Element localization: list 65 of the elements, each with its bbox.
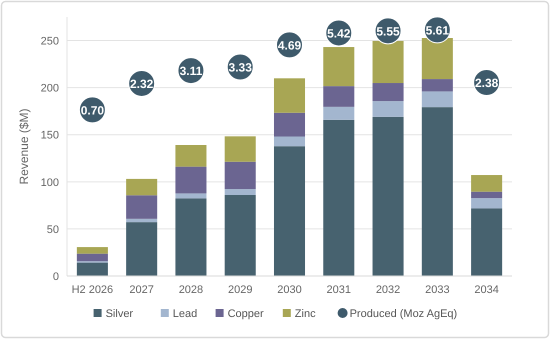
bar [422, 38, 453, 80]
data-label: 3.33 [228, 60, 252, 75]
bar [323, 106, 354, 120]
data-label: 5.42 [327, 26, 351, 40]
x-tick-label: 2028 [178, 284, 204, 296]
bar [323, 86, 354, 107]
x-tick-label: 2032 [376, 284, 400, 296]
bar [224, 136, 256, 162]
bar [372, 83, 404, 102]
x-tick-label: 2031 [326, 284, 352, 296]
data-label: 2.38 [474, 76, 499, 90]
data-label: 5.61 [426, 23, 450, 38]
bar [224, 189, 256, 196]
data-label: 3.11 [180, 64, 203, 78]
x-tick-label: 2027 [129, 284, 154, 296]
data-label: 2.32 [130, 76, 154, 91]
bar [274, 146, 306, 276]
bar [175, 144, 206, 167]
bar [126, 195, 158, 219]
bar [175, 198, 206, 276]
y-tick-label: 150 [40, 130, 59, 142]
x-tick-label: H2 2026 [72, 284, 114, 296]
y-tick-label: 50 [46, 224, 59, 236]
bar [274, 112, 306, 137]
legend-label: Lead [172, 308, 198, 320]
bar [323, 120, 354, 276]
bar [175, 166, 206, 194]
y-tick-label: 250 [40, 36, 59, 48]
bar [175, 193, 206, 198]
legend-label: Silver [106, 308, 134, 320]
data-label: 4.69 [278, 38, 302, 52]
legend-label: Produced (Moz AgEq) [350, 308, 458, 320]
y-tick-label: 200 [40, 82, 59, 95]
bar [224, 195, 256, 276]
y-tick-label: 100 [40, 176, 59, 189]
bar [422, 79, 453, 92]
bar [126, 222, 158, 276]
bar [471, 175, 502, 192]
x-tick-label: 2034 [474, 284, 499, 296]
x-tick-label: 2030 [277, 284, 302, 296]
bar [471, 198, 502, 208]
legend-label: Copper [228, 308, 264, 320]
x-tick-label: 2033 [425, 284, 450, 296]
y-tick-label: 0 [52, 271, 59, 283]
bar [372, 40, 404, 84]
bar [323, 47, 354, 86]
data-label: 5.55 [376, 24, 400, 38]
bar [372, 116, 404, 276]
bar [422, 91, 453, 108]
bar [76, 262, 108, 276]
bar [76, 254, 108, 262]
bar [372, 101, 404, 117]
bar [422, 107, 453, 276]
bar [126, 178, 158, 196]
x-tick-label: 2029 [228, 284, 252, 296]
bar [274, 78, 306, 113]
y-axis-title: Revenue ($M) [17, 108, 31, 185]
bar [274, 136, 306, 146]
legend-label: Zinc [294, 308, 316, 320]
bar [471, 192, 502, 198]
bar [126, 218, 158, 222]
bar [224, 162, 256, 190]
bar [471, 208, 502, 276]
data-label: 0.70 [80, 103, 104, 118]
bar [76, 247, 108, 254]
